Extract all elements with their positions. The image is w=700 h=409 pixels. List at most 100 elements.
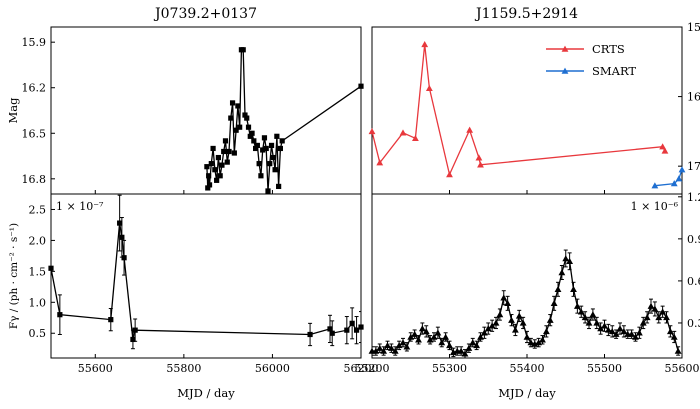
data-point (558, 269, 566, 276)
data-point (515, 312, 523, 319)
data-point (421, 40, 429, 48)
x-tick-label: 55800 (166, 362, 201, 375)
data-point (276, 183, 282, 190)
y-tick-label: 0.3 (687, 317, 700, 330)
x-tick-label: 55600 (665, 362, 700, 375)
data-point (589, 311, 597, 318)
data-point (466, 126, 474, 133)
data-point (566, 257, 574, 265)
data-point (484, 325, 492, 332)
y-tick-label: 16.5 (22, 127, 47, 140)
x-tick-label: 55400 (510, 362, 545, 375)
data-point (585, 319, 593, 326)
legend-marker (561, 45, 569, 52)
data-point (307, 331, 313, 338)
data-point (535, 339, 543, 346)
data-point (546, 316, 554, 323)
data-point (224, 159, 230, 165)
data-point (231, 150, 237, 156)
data-point (57, 312, 63, 318)
data-point (593, 319, 601, 326)
data-point (206, 182, 213, 188)
data-point (492, 319, 500, 326)
data-point (358, 324, 364, 330)
data-point (267, 161, 273, 167)
data-point (661, 147, 669, 154)
data-point (242, 112, 248, 118)
data-point (612, 330, 620, 337)
data-point (247, 133, 253, 139)
data-point (358, 83, 364, 89)
data-point (632, 333, 639, 340)
series-line (51, 222, 361, 340)
x-tick-label: 56200 (344, 362, 379, 375)
data-point (488, 322, 496, 329)
data-point (235, 103, 241, 109)
data-point (508, 316, 515, 323)
data-point (663, 313, 670, 321)
data-point (438, 339, 446, 346)
y-tick-label: 1.2 (687, 191, 700, 204)
data-point (647, 302, 655, 309)
x-tick-label: 55300 (432, 362, 467, 375)
data-point (539, 336, 546, 343)
data-point (277, 145, 283, 152)
data-point (237, 124, 243, 130)
data-point (253, 145, 259, 152)
data-point (446, 171, 453, 178)
data-point (628, 330, 636, 337)
x-tick-label: 56000 (255, 362, 290, 375)
data-point (221, 148, 227, 155)
data-point (659, 308, 667, 315)
data-point (130, 336, 136, 343)
data-point (245, 124, 252, 130)
data-point (268, 142, 275, 149)
data-point (418, 325, 426, 332)
x-tick-label: 55200 (355, 362, 390, 375)
data-point (480, 329, 488, 336)
data-point (233, 127, 239, 133)
data-point (604, 326, 612, 333)
data-point (222, 138, 229, 144)
data-point (475, 154, 483, 161)
data-point (212, 167, 218, 173)
data-point (265, 188, 271, 194)
data-point (651, 182, 659, 189)
data-point (496, 311, 504, 318)
data-point (240, 47, 246, 53)
data-point (473, 341, 481, 349)
data-point (666, 327, 674, 335)
data-point (469, 339, 477, 346)
data-point (214, 177, 220, 183)
y-tick-label: 0.6 (687, 275, 700, 288)
data-point (581, 313, 589, 321)
data-point (132, 327, 138, 333)
data-point (616, 325, 624, 332)
series-line (206, 49, 361, 192)
data-point (384, 341, 391, 349)
data-point (217, 173, 223, 179)
data-point (344, 327, 350, 333)
data-point (387, 344, 395, 351)
y-tick-label: 15.9 (22, 36, 47, 49)
data-point (368, 127, 376, 135)
data-point (117, 220, 123, 226)
data-point (542, 327, 550, 335)
data-point (108, 317, 114, 323)
data-point (426, 336, 434, 343)
data-point (597, 325, 605, 332)
data-point (327, 326, 333, 332)
data-point (412, 134, 419, 142)
legend-label: CRTS (592, 42, 625, 56)
data-point (457, 347, 465, 354)
data-point (205, 185, 211, 191)
data-point (519, 319, 527, 326)
data-point (274, 133, 280, 139)
y-tick-label: 16.2 (22, 82, 47, 95)
y-tick-label: 1.5 (29, 265, 47, 278)
data-point (527, 339, 535, 346)
data-point (554, 285, 562, 293)
data-point (511, 326, 519, 333)
panel-title: J0739.2+0137 (153, 6, 257, 22)
data-point (219, 162, 225, 168)
